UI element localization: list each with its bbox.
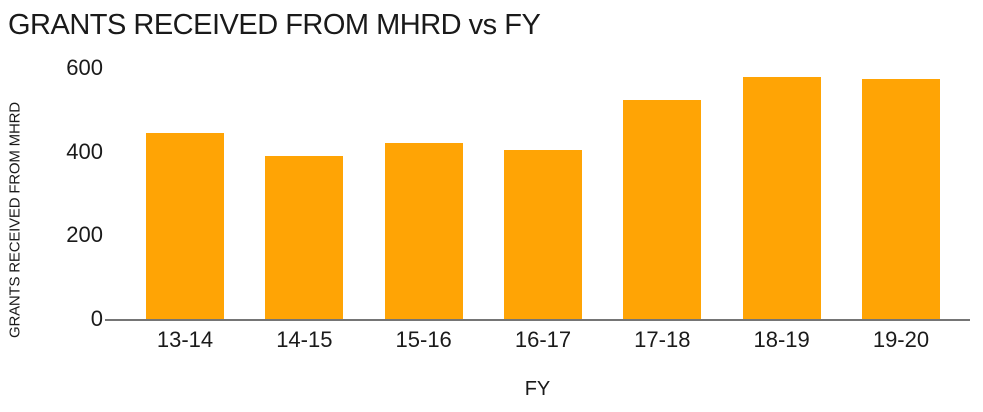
x-tick-label-18-19: 18-19 [753, 327, 810, 352]
x-tick-label-14-15: 14-15 [276, 327, 333, 352]
x-tick-label-17-18: 17-18 [634, 327, 691, 352]
bar-13-14[interactable] [146, 133, 224, 319]
bar-14-15[interactable] [265, 156, 344, 319]
bar-17-18[interactable] [623, 100, 702, 319]
y-tick-label-0: 0 [90, 306, 103, 331]
x-axis-line [105, 319, 970, 321]
chart-title: GRANTS RECEIVED FROM MHRD vs FY [8, 9, 541, 41]
bar-18-19[interactable] [742, 77, 821, 319]
x-tick-label-15-16: 15-16 [395, 327, 452, 352]
x-tick-label-16-17: 16-17 [514, 327, 572, 352]
bar-15-16[interactable] [384, 143, 463, 319]
x-tick-label-13-14: 13-14 [156, 327, 214, 352]
y-tick-label-200: 200 [66, 222, 103, 248]
y-axis-title: GRANTS RECEIVED FROM MHRD [6, 102, 24, 338]
bar-19-20[interactable] [861, 79, 940, 319]
x-axis-title: FY [524, 378, 551, 400]
bar-16-17[interactable] [503, 150, 582, 319]
y-tick-label-400: 400 [66, 138, 103, 164]
x-axis-tick-labels: 13-14 14-15 15-16 16-17 17-18 18-19 19-20 [105, 327, 970, 355]
plot-area [105, 60, 970, 319]
y-axis-tick-labels: 0 200 400 600 [50, 0, 103, 412]
x-tick-label-19-20: 19-20 [872, 327, 930, 352]
y-tick-label-600: 600 [66, 55, 103, 81]
